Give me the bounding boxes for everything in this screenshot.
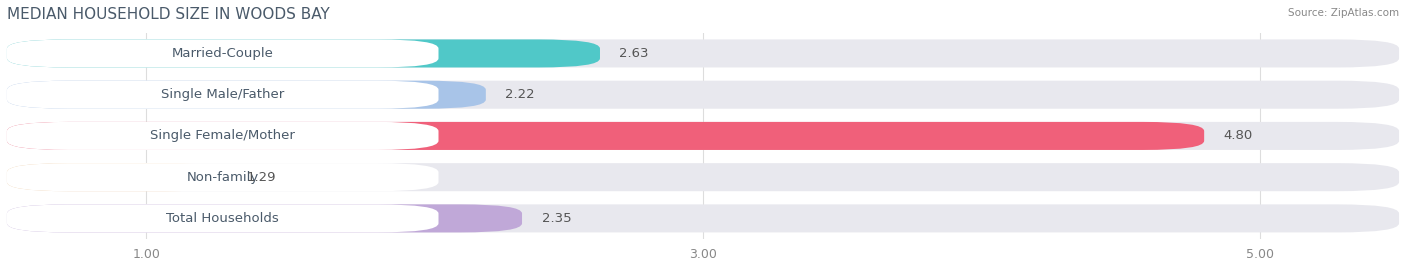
Text: 2.35: 2.35: [541, 212, 571, 225]
FancyBboxPatch shape: [7, 81, 486, 109]
Text: Total Households: Total Households: [166, 212, 280, 225]
Text: 2.63: 2.63: [620, 47, 650, 60]
FancyBboxPatch shape: [7, 163, 1399, 191]
FancyBboxPatch shape: [7, 122, 1204, 150]
FancyBboxPatch shape: [7, 39, 600, 68]
Text: MEDIAN HOUSEHOLD SIZE IN WOODS BAY: MEDIAN HOUSEHOLD SIZE IN WOODS BAY: [7, 7, 329, 22]
Text: Non-family: Non-family: [187, 171, 259, 184]
Text: 4.80: 4.80: [1223, 129, 1253, 142]
FancyBboxPatch shape: [7, 204, 522, 232]
FancyBboxPatch shape: [7, 204, 439, 232]
FancyBboxPatch shape: [7, 81, 1399, 109]
Text: Single Male/Father: Single Male/Father: [162, 88, 284, 101]
Text: 1.29: 1.29: [246, 171, 276, 184]
FancyBboxPatch shape: [7, 163, 439, 191]
Text: Single Female/Mother: Single Female/Mother: [150, 129, 295, 142]
FancyBboxPatch shape: [7, 81, 439, 109]
FancyBboxPatch shape: [7, 122, 1399, 150]
FancyBboxPatch shape: [7, 39, 1399, 68]
Text: Source: ZipAtlas.com: Source: ZipAtlas.com: [1288, 8, 1399, 18]
Text: Married-Couple: Married-Couple: [172, 47, 274, 60]
FancyBboxPatch shape: [7, 122, 439, 150]
FancyBboxPatch shape: [7, 163, 226, 191]
FancyBboxPatch shape: [7, 204, 1399, 232]
Text: 2.22: 2.22: [505, 88, 534, 101]
FancyBboxPatch shape: [7, 39, 439, 68]
